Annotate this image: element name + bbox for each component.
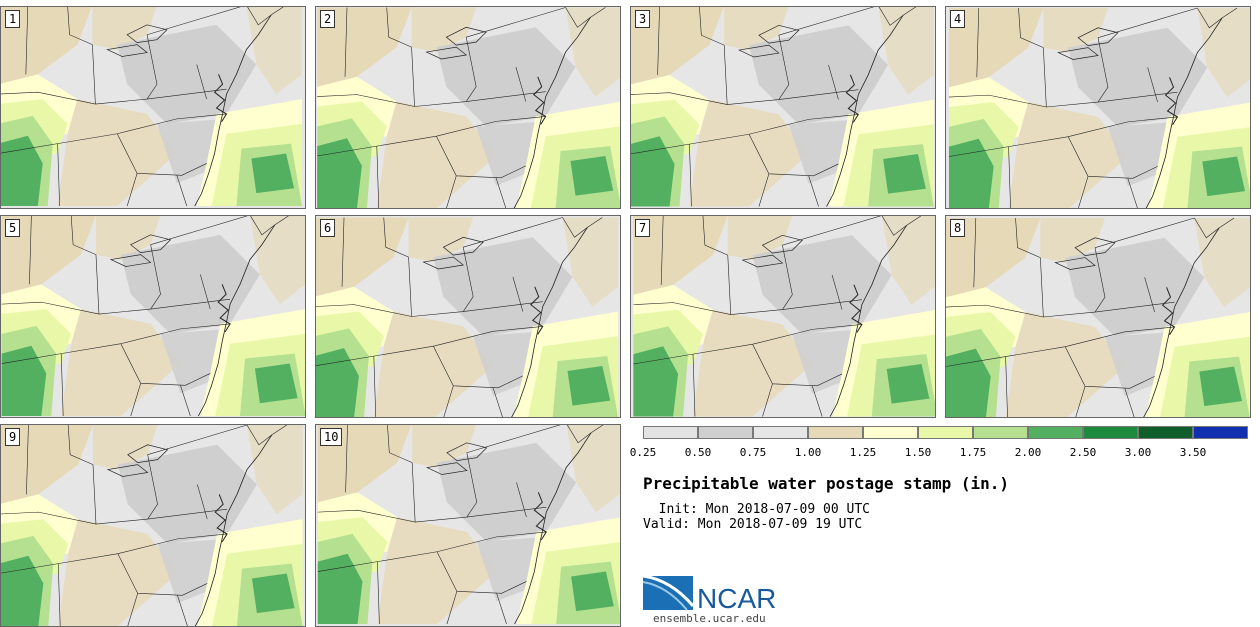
colorbar-swatch bbox=[753, 426, 808, 439]
stamp-panel-1: 1 bbox=[0, 6, 306, 209]
map-field bbox=[316, 217, 619, 417]
colorbar-swatch bbox=[1193, 426, 1248, 439]
stamp-panel-3: 3 bbox=[630, 6, 936, 209]
stamp-panel-5: 5 bbox=[0, 215, 306, 418]
logo-url: ensemble.ucar.edu bbox=[653, 612, 766, 625]
map-field bbox=[317, 7, 620, 208]
panel-number-label: 1 bbox=[5, 10, 21, 28]
colorbar-swatch bbox=[808, 426, 863, 439]
map-field bbox=[317, 425, 620, 625]
colorbar-swatch bbox=[918, 426, 973, 439]
ncar-logo: NCAR bbox=[642, 570, 793, 614]
colorbar-tick-label: 2.50 bbox=[1069, 446, 1097, 459]
panel-number-label: 8 bbox=[950, 219, 966, 237]
colorbar-swatch bbox=[863, 426, 918, 439]
colorbar-tick-label: 0.75 bbox=[739, 446, 767, 459]
map-field bbox=[1, 216, 305, 417]
stamp-panel-2: 2 bbox=[315, 6, 621, 209]
colorbar-tick-label: 1.75 bbox=[959, 446, 987, 459]
stamp-panel-7: 7 bbox=[630, 215, 936, 418]
stamp-panel-8: 8 bbox=[945, 215, 1251, 418]
logo-wordmark: NCAR bbox=[697, 583, 776, 612]
map-field bbox=[633, 216, 935, 417]
panel-number-label: 10 bbox=[320, 428, 343, 446]
panel-number-label: 6 bbox=[320, 219, 336, 237]
panel-number-label: 2 bbox=[320, 10, 336, 28]
stamp-panel-9: 9 bbox=[0, 424, 306, 627]
colorbar-swatch bbox=[973, 426, 1028, 439]
ncar-logo-icon: NCAR bbox=[642, 574, 776, 614]
colorbar-swatch bbox=[1028, 426, 1083, 439]
valid-time: Valid: Mon 2018-07-09 19 UTC bbox=[643, 517, 863, 532]
colorbar-tick-label: 1.00 bbox=[794, 446, 822, 459]
colorbar-tick-label: 3.00 bbox=[1124, 446, 1152, 459]
colorbar-swatch bbox=[1083, 426, 1138, 439]
panel-number-label: 4 bbox=[950, 10, 966, 28]
stamp-panel-4: 4 bbox=[945, 6, 1251, 209]
colorbar-tick-label: 1.25 bbox=[849, 446, 877, 459]
colorbar-tick-label: 3.50 bbox=[1179, 446, 1207, 459]
colorbar-tick-label: 0.50 bbox=[684, 446, 712, 459]
map-field bbox=[948, 7, 1250, 208]
chart-title: Precipitable water postage stamp (in.) bbox=[643, 474, 1010, 493]
colorbar-swatch bbox=[698, 426, 753, 439]
panel-number-label: 9 bbox=[5, 428, 21, 446]
stamp-panel-6: 6 bbox=[315, 215, 621, 418]
colorbar-tick-label: 0.25 bbox=[629, 446, 657, 459]
map-field bbox=[1, 7, 303, 207]
colorbar-swatch bbox=[1138, 426, 1193, 439]
panel-number-label: 5 bbox=[5, 219, 21, 237]
init-time: Init: Mon 2018-07-09 00 UTC bbox=[643, 502, 870, 517]
stamp-panel-10: 10 bbox=[315, 424, 621, 627]
panel-number-label: 3 bbox=[635, 10, 651, 28]
colorbar-tick-label: 2.00 bbox=[1014, 446, 1042, 459]
map-field bbox=[631, 7, 934, 207]
panel-number-label: 7 bbox=[635, 219, 651, 237]
colorbar-tick-label: 1.50 bbox=[904, 446, 932, 459]
map-field bbox=[1, 425, 303, 626]
colorbar-swatch bbox=[643, 426, 698, 439]
map-field bbox=[946, 217, 1250, 417]
